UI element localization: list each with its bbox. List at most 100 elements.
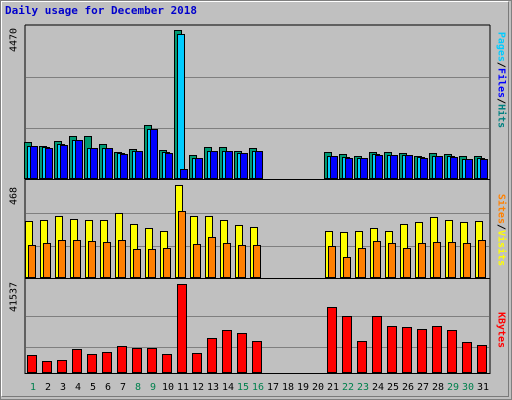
legend-visits: Visits <box>495 230 507 267</box>
bar-kbytes-day-24 <box>372 316 382 373</box>
bar-pages-day-22 <box>345 158 353 179</box>
bar-sites-day-27 <box>418 243 426 278</box>
bar-sites-day-2 <box>43 243 51 278</box>
x-tick-day-12: 12 <box>191 382 205 393</box>
panel-hits-max-value: 4470 <box>8 27 20 53</box>
bar-kbytes-day-30 <box>462 342 472 373</box>
bar-sites-day-23 <box>358 248 366 278</box>
bar-sites-day-6 <box>103 242 111 278</box>
x-tick-day-17: 17 <box>266 382 280 393</box>
bar-pages-day-13 <box>210 151 218 179</box>
bar-kbytes-day-2 <box>42 361 52 373</box>
bar-kbytes-day-11 <box>177 284 187 373</box>
bar-kbytes-day-8 <box>132 348 142 373</box>
x-tick-day-29: 29 <box>446 382 460 393</box>
bar-pages-day-1 <box>30 146 38 179</box>
x-tick-day-26: 26 <box>401 382 415 393</box>
bar-pages-day-2 <box>45 148 53 179</box>
bar-pages-day-31 <box>480 159 488 179</box>
bar-pages-day-11 <box>180 169 188 179</box>
bar-kbytes-day-28 <box>432 326 442 373</box>
bar-sites-day-14 <box>223 243 231 278</box>
legend-sites: Sites <box>495 193 507 224</box>
x-tick-day-11: 11 <box>176 382 190 393</box>
x-tick-day-27: 27 <box>416 382 430 393</box>
bar-pages-day-25 <box>390 155 398 179</box>
bar-sites-day-30 <box>463 243 471 278</box>
bar-pages-day-6 <box>105 148 113 179</box>
x-tick-day-4: 4 <box>74 382 82 393</box>
bar-pages-day-30 <box>465 159 473 179</box>
x-tick-day-13: 13 <box>206 382 220 393</box>
bar-kbytes-day-5 <box>87 354 97 373</box>
x-tick-day-2: 2 <box>44 382 52 393</box>
bar-sites-day-13 <box>208 237 216 278</box>
bar-kbytes-day-14 <box>222 330 232 373</box>
bar-files-day-11 <box>177 34 185 179</box>
x-tick-day-20: 20 <box>311 382 325 393</box>
x-tick-day-14: 14 <box>221 382 235 393</box>
bar-pages-day-14 <box>225 151 233 179</box>
x-tick-day-6: 6 <box>104 382 112 393</box>
bar-kbytes-day-26 <box>402 327 412 373</box>
bar-sites-day-26 <box>403 248 411 278</box>
bar-pages-day-12 <box>195 158 203 179</box>
bar-kbytes-day-10 <box>162 354 172 373</box>
x-tick-day-30: 30 <box>461 382 475 393</box>
bar-sites-day-25 <box>388 243 396 278</box>
bar-pages-day-16 <box>255 151 263 179</box>
bar-sites-day-12 <box>193 244 201 278</box>
bar-pages-day-3 <box>60 145 68 179</box>
x-tick-day-10: 10 <box>161 382 175 393</box>
bar-kbytes-day-15 <box>237 333 247 373</box>
bar-kbytes-day-29 <box>447 330 457 373</box>
bar-sites-day-9 <box>148 249 156 278</box>
x-tick-day-31: 31 <box>476 382 490 393</box>
x-tick-day-21: 21 <box>326 382 340 393</box>
panel-visits-max-value: 468 <box>8 186 20 206</box>
bar-sites-day-11 <box>178 211 186 278</box>
bar-kbytes-day-13 <box>207 338 217 373</box>
bar-sites-day-22 <box>343 257 351 278</box>
bar-sites-day-31 <box>478 240 486 278</box>
bar-sites-day-16 <box>253 245 261 278</box>
bar-kbytes-day-1 <box>27 355 37 373</box>
bar-sites-day-5 <box>88 241 96 278</box>
bar-kbytes-day-25 <box>387 326 397 373</box>
x-tick-day-5: 5 <box>89 382 97 393</box>
bar-pages-day-29 <box>450 157 458 179</box>
bar-pages-day-8 <box>135 151 143 179</box>
bar-sites-day-21 <box>328 246 336 278</box>
bar-sites-day-29 <box>448 242 456 278</box>
x-tick-day-15: 15 <box>236 382 250 393</box>
bar-sites-day-8 <box>133 249 141 278</box>
legend-kbytes: KBytes <box>495 311 507 349</box>
bar-pages-day-21 <box>330 156 338 179</box>
bar-sites-day-15 <box>238 245 246 278</box>
x-tick-day-23: 23 <box>356 382 370 393</box>
bar-pages-day-26 <box>405 155 413 179</box>
legend-hits: Hits <box>495 104 507 129</box>
x-tick-day-8: 8 <box>134 382 142 393</box>
x-tick-day-24: 24 <box>371 382 385 393</box>
bar-kbytes-day-7 <box>117 346 127 373</box>
x-tick-day-28: 28 <box>431 382 445 393</box>
bar-sites-day-1 <box>28 245 36 278</box>
x-tick-day-18: 18 <box>281 382 295 393</box>
bar-kbytes-day-16 <box>252 341 262 373</box>
bar-pages-day-27 <box>420 158 428 179</box>
bar-kbytes-day-27 <box>417 329 427 373</box>
bar-sites-day-24 <box>373 241 381 278</box>
bar-kbytes-day-12 <box>192 353 202 373</box>
bar-kbytes-day-9 <box>147 348 157 373</box>
legend-pages: Pages <box>495 31 507 62</box>
bar-pages-day-28 <box>435 156 443 179</box>
bar-kbytes-day-23 <box>357 341 367 373</box>
x-tick-day-19: 19 <box>296 382 310 393</box>
bar-kbytes-day-3 <box>57 360 67 373</box>
bar-pages-day-23 <box>360 158 368 179</box>
bar-sites-day-28 <box>433 242 441 278</box>
x-tick-day-1: 1 <box>29 382 37 393</box>
bar-kbytes-day-22 <box>342 316 352 373</box>
